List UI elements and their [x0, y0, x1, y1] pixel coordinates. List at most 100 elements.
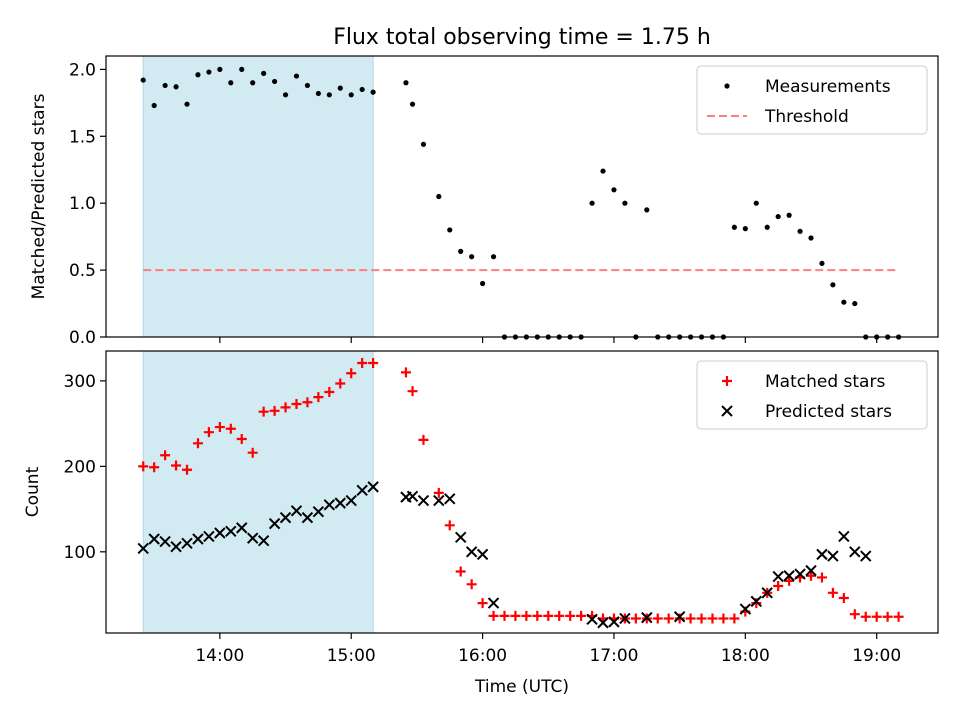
plus-marker	[773, 581, 784, 591]
plus-marker	[882, 611, 893, 622]
x-marker	[761, 587, 773, 599]
plus-marker	[247, 447, 258, 458]
predicted-star-point	[673, 611, 686, 623]
legend-box	[696, 360, 928, 430]
plus-marker	[806, 570, 817, 581]
plus-marker	[751, 598, 762, 609]
matched-star-point	[696, 613, 707, 624]
matched-star-point	[149, 462, 160, 473]
predicted-star-point	[433, 494, 445, 507]
x-marker	[849, 546, 861, 558]
plus-marker	[335, 378, 346, 389]
plus-marker	[368, 357, 379, 368]
predicted-star-point	[417, 494, 430, 507]
predicted-star-point	[816, 548, 828, 561]
predicted-star-point	[849, 546, 861, 558]
x-marker	[673, 611, 686, 623]
measurement-point	[293, 73, 300, 79]
predicted-star-point	[794, 568, 806, 580]
measurement-point	[479, 280, 486, 287]
plus-marker	[455, 566, 466, 577]
shaded-region	[142, 350, 374, 634]
x-marker	[214, 527, 226, 539]
x-marker	[476, 548, 489, 561]
matched-star-point	[576, 610, 587, 621]
matched-star-point	[291, 398, 302, 409]
shaded-region	[142, 55, 374, 338]
matched-star-point	[707, 613, 718, 624]
plus-marker	[269, 405, 280, 416]
plus-marker	[674, 613, 685, 624]
measurement-point	[808, 235, 814, 241]
measurement-point	[775, 213, 781, 220]
measurement-point	[304, 82, 311, 89]
plus-marker	[827, 587, 838, 598]
legend-box	[696, 65, 928, 135]
matched-star-point	[751, 598, 762, 609]
measurement-point	[819, 260, 825, 267]
plus-marker	[488, 610, 499, 621]
legend-label: Measurements	[765, 77, 891, 97]
matched-star-point	[718, 613, 729, 624]
x-tick-label: 18:00	[721, 646, 770, 666]
measurement-point	[261, 70, 267, 76]
matched-star-point	[138, 461, 149, 472]
plus-marker	[171, 460, 182, 471]
x-marker	[597, 617, 609, 629]
x-tick-label: 16:00	[458, 646, 507, 666]
predicted-star-point	[750, 595, 762, 608]
predicted-star-point	[444, 493, 456, 505]
x-marker	[860, 550, 872, 562]
predicted-star-point	[838, 530, 850, 543]
legend-label: Matched stars	[765, 372, 885, 392]
plus-marker	[258, 406, 269, 417]
predicted-star-point	[345, 494, 357, 507]
plus-marker	[499, 610, 510, 621]
x-marker	[345, 494, 357, 507]
plus-marker	[214, 422, 225, 433]
x-marker	[444, 493, 456, 505]
plus-marker	[510, 610, 521, 621]
predicted-star-point	[586, 613, 598, 626]
plus-marker	[407, 386, 418, 397]
matched-star-point	[499, 610, 510, 621]
predicted-star-point	[268, 517, 281, 530]
plus-marker	[138, 461, 149, 472]
matched-star-point	[630, 613, 641, 624]
predicted-star-point	[137, 542, 149, 555]
predicted-star-point	[257, 535, 270, 547]
plus-marker	[816, 572, 827, 583]
measurement-point	[764, 224, 770, 230]
matched-star-point	[368, 357, 379, 368]
predicted-star-point	[203, 530, 215, 543]
x-marker	[805, 564, 817, 577]
matched-star-point	[521, 610, 532, 621]
matched-star-point	[225, 423, 236, 434]
plus-marker	[160, 450, 171, 461]
matched-star-point	[269, 405, 280, 416]
predicted-star-point	[597, 617, 609, 629]
matched-star-point	[685, 613, 696, 624]
predicted-star-point	[608, 616, 620, 628]
plus-marker	[324, 387, 335, 398]
plus-marker	[554, 610, 565, 621]
x-tick-label: 15:00	[327, 646, 376, 666]
plus-marker	[236, 434, 247, 445]
measurement-point	[337, 85, 343, 91]
predicted-star-point	[323, 499, 336, 511]
x-marker	[356, 484, 368, 496]
x-marker	[170, 540, 182, 553]
plus-marker	[192, 438, 203, 449]
plus-marker	[521, 610, 532, 621]
plus-marker	[444, 520, 455, 531]
x-marker	[268, 517, 281, 530]
measurement-point	[184, 101, 190, 107]
matched-star-point	[773, 581, 784, 591]
plus-marker	[346, 368, 357, 379]
measurement-point	[447, 227, 453, 233]
matched-star-point	[652, 613, 663, 624]
predicted-star-point	[159, 535, 171, 548]
measurement-point	[731, 224, 737, 230]
matched-star-point	[335, 378, 346, 389]
